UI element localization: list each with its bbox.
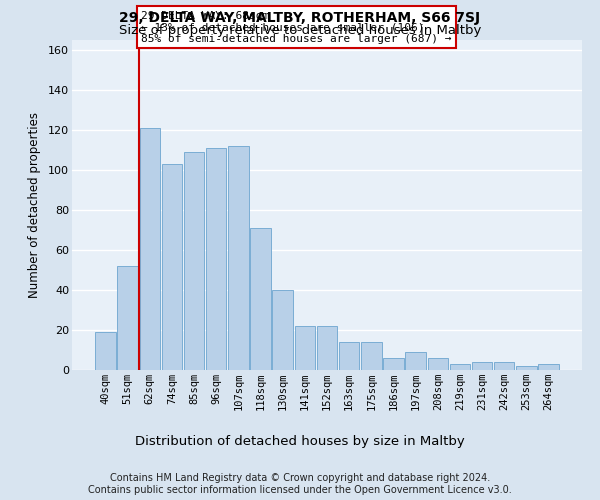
Bar <box>228 146 248 370</box>
Bar <box>250 228 271 370</box>
Bar <box>361 342 382 370</box>
Bar <box>516 366 536 370</box>
Bar <box>206 148 226 370</box>
Text: Contains HM Land Registry data © Crown copyright and database right 2024.
Contai: Contains HM Land Registry data © Crown c… <box>88 474 512 495</box>
Text: 29, DELTA WAY, MALTBY, ROTHERHAM, S66 7SJ: 29, DELTA WAY, MALTBY, ROTHERHAM, S66 7S… <box>119 11 481 25</box>
Text: Size of property relative to detached houses in Maltby: Size of property relative to detached ho… <box>119 24 481 37</box>
Bar <box>140 128 160 370</box>
Bar <box>161 164 182 370</box>
Bar <box>383 358 404 370</box>
Bar <box>317 326 337 370</box>
Bar <box>538 364 559 370</box>
Bar <box>494 362 514 370</box>
Bar <box>472 362 493 370</box>
Text: Distribution of detached houses by size in Maltby: Distribution of detached houses by size … <box>135 435 465 448</box>
Bar <box>339 342 359 370</box>
Bar <box>295 326 315 370</box>
Bar <box>450 364 470 370</box>
Bar <box>95 332 116 370</box>
Y-axis label: Number of detached properties: Number of detached properties <box>28 112 41 298</box>
Bar <box>118 266 138 370</box>
Text: 29 DELTA WAY: 68sqm
← 13% of detached houses are smaller (106)
85% of semi-detac: 29 DELTA WAY: 68sqm ← 13% of detached ho… <box>141 11 452 44</box>
Bar <box>184 152 204 370</box>
Bar <box>428 358 448 370</box>
Bar <box>406 352 426 370</box>
Bar <box>272 290 293 370</box>
